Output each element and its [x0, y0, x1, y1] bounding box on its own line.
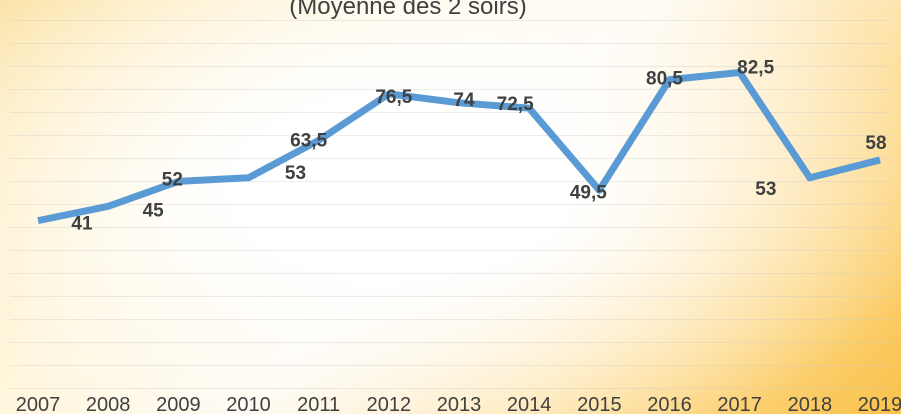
x-tick-label: 2009	[156, 394, 201, 414]
data-label: 52	[162, 169, 183, 190]
data-label: 74	[453, 90, 475, 111]
x-tick-label: 2017	[717, 394, 762, 414]
data-label: 76,5	[375, 87, 412, 108]
x-tick-label: 2015	[577, 394, 622, 414]
data-label: 49,5	[570, 182, 607, 203]
data-label: 72,5	[497, 94, 534, 115]
x-tick-label: 2016	[647, 394, 692, 414]
x-tick-label: 2010	[226, 394, 271, 414]
x-tick-label: 2018	[788, 394, 833, 414]
chart-subtitle: (Moyenne des 2 soirs)	[289, 0, 526, 20]
data-label: 53	[285, 163, 306, 184]
x-tick-label: 2011	[297, 394, 340, 414]
x-tick-label: 2013	[437, 394, 482, 414]
data-label: 58	[865, 133, 886, 154]
x-tick-label: 2008	[86, 394, 131, 414]
x-tick-label: 2014	[507, 394, 552, 414]
x-tick-label: 2019	[858, 394, 901, 414]
data-label: 82,5	[737, 57, 774, 78]
data-label: 63,5	[290, 130, 327, 151]
data-label: 53	[755, 179, 776, 200]
x-tick-label: 2007	[16, 394, 61, 414]
data-line	[37, 68, 881, 225]
data-label: 80,5	[646, 69, 683, 90]
data-label: 45	[143, 200, 165, 221]
data-label: 41	[71, 214, 93, 235]
x-tick-label: 2012	[367, 394, 412, 414]
